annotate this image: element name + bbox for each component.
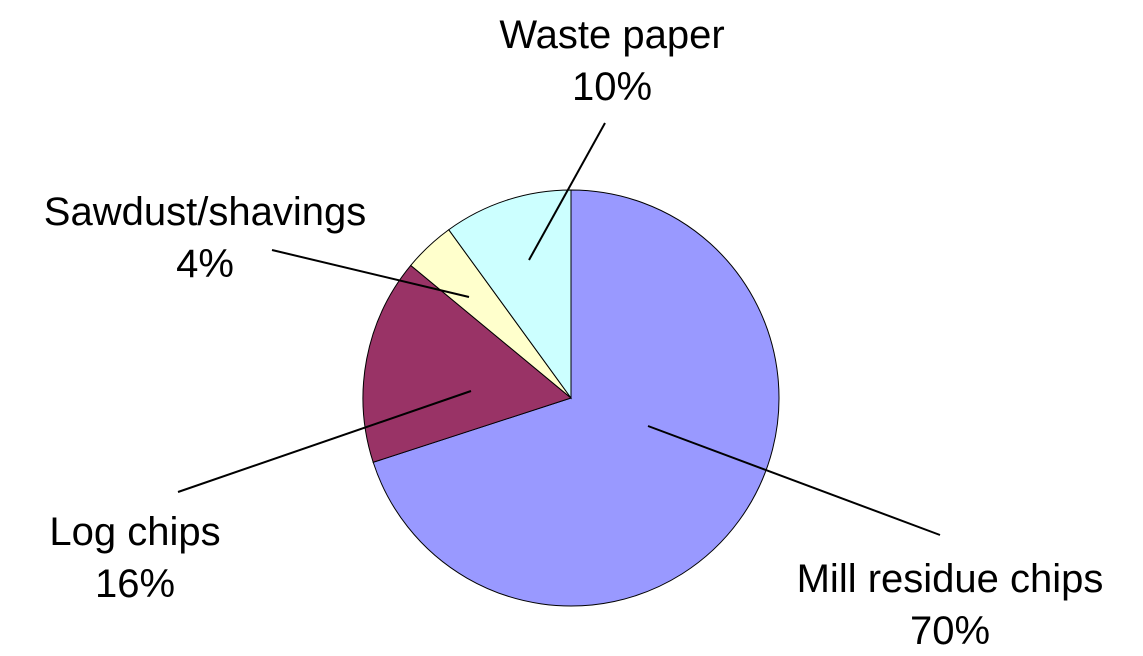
pie-slices: [362, 189, 780, 607]
data-label: Sawdust/shavings 4%: [44, 190, 366, 286]
data-label: Mill residue chips 70%: [797, 557, 1104, 653]
category-label: Mill residue chips: [797, 557, 1104, 601]
leader-line: [647, 425, 941, 536]
leader-line: [271, 249, 470, 298]
pie-slice-waste-paper: [448, 189, 572, 400]
data-labels: Mill residue chips 70% Log chips 16% Sawdust…: [44, 13, 1104, 653]
leader-line: [528, 122, 606, 261]
value-label: 16%: [95, 562, 175, 606]
category-label: Log chips: [49, 510, 220, 554]
data-label: Waste paper 10%: [499, 13, 724, 109]
value-label: 10%: [572, 65, 652, 109]
value-label: 4%: [176, 242, 234, 286]
leader-line: [177, 390, 472, 493]
pie-slice-mill-residue-chips: [372, 189, 780, 607]
data-label: Log chips 16%: [49, 510, 220, 606]
leader-lines: [177, 122, 941, 536]
value-label: 70%: [910, 609, 990, 653]
category-label: Waste paper: [499, 13, 724, 57]
category-label: Sawdust/shavings: [44, 190, 366, 234]
